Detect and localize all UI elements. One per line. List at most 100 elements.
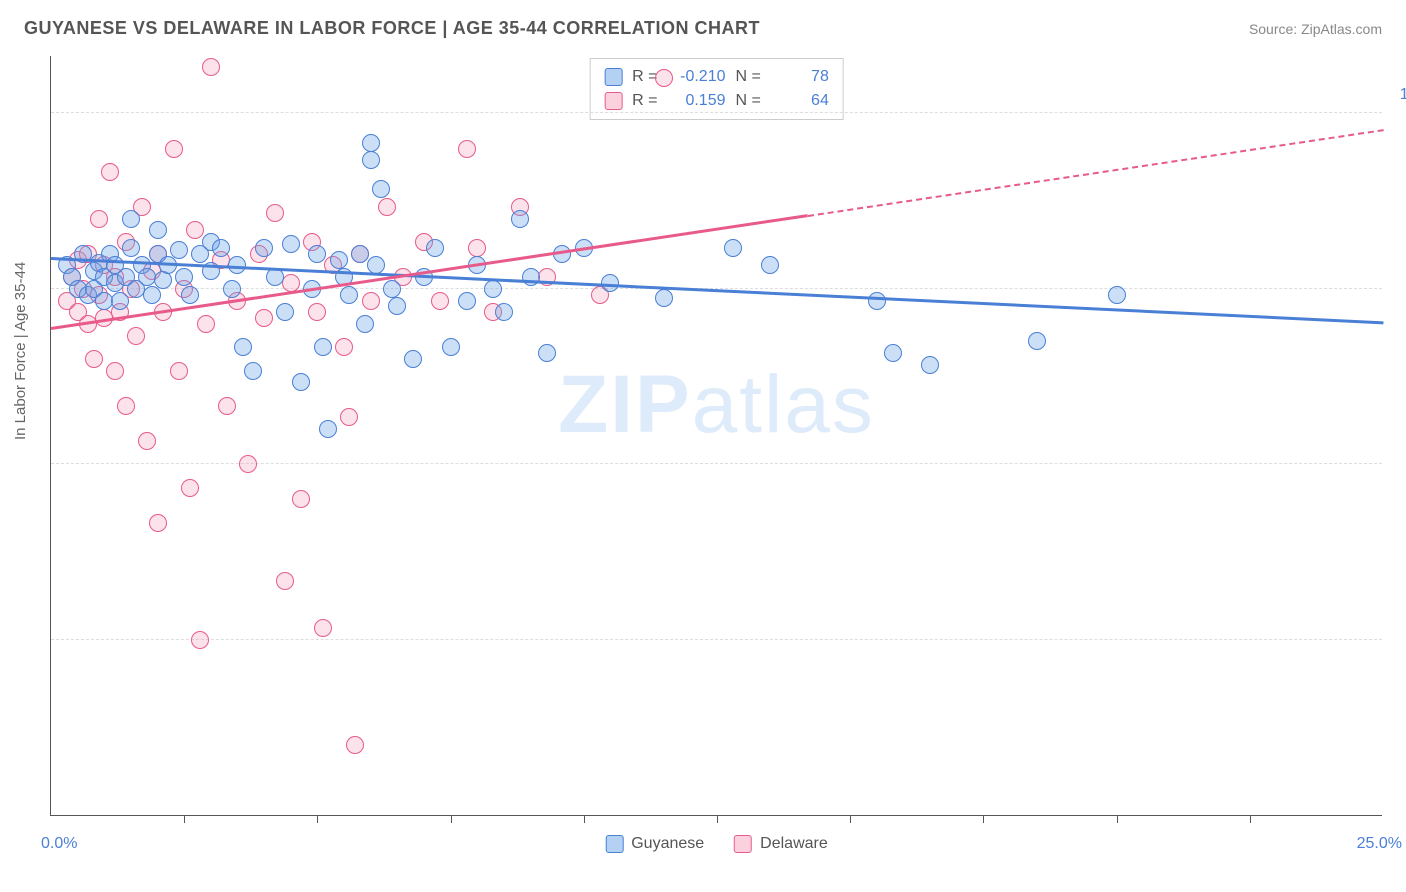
data-point-delaware — [85, 350, 103, 368]
data-point-delaware — [181, 479, 199, 497]
data-point-guyanese — [234, 338, 252, 356]
x-tick — [983, 815, 984, 823]
data-point-delaware — [266, 204, 284, 222]
data-point-guyanese — [122, 210, 140, 228]
watermark: ZIPatlas — [558, 358, 875, 452]
x-axis-max-label: 25.0% — [1357, 835, 1402, 853]
data-point-guyanese — [1108, 286, 1126, 304]
data-point-delaware — [362, 292, 380, 310]
data-point-delaware — [138, 432, 156, 450]
data-point-delaware — [239, 455, 257, 473]
data-point-guyanese — [170, 241, 188, 259]
data-point-delaware — [149, 514, 167, 532]
data-point-delaware — [468, 239, 486, 257]
data-point-delaware — [458, 140, 476, 158]
data-point-guyanese — [276, 303, 294, 321]
data-point-delaware — [117, 397, 135, 415]
chart-plot-area: ZIPatlas R = -0.210 N = 78 R = 0.159 N =… — [50, 56, 1382, 816]
data-point-guyanese — [484, 280, 502, 298]
data-point-guyanese — [319, 420, 337, 438]
swatch-pink-icon — [734, 835, 752, 853]
data-point-guyanese — [111, 292, 129, 310]
data-point-guyanese — [884, 344, 902, 362]
data-point-guyanese — [511, 210, 529, 228]
x-tick — [451, 815, 452, 823]
data-point-guyanese — [383, 280, 401, 298]
data-point-guyanese — [149, 221, 167, 239]
data-point-guyanese — [458, 292, 476, 310]
x-tick — [184, 815, 185, 823]
data-point-delaware — [101, 163, 119, 181]
data-point-guyanese — [388, 297, 406, 315]
data-point-guyanese — [223, 280, 241, 298]
data-point-delaware — [191, 631, 209, 649]
data-point-guyanese — [292, 373, 310, 391]
x-tick — [717, 815, 718, 823]
data-point-guyanese — [538, 344, 556, 362]
series-legend: Guyanese Delaware — [605, 835, 828, 853]
data-point-delaware — [165, 140, 183, 158]
x-tick — [850, 815, 851, 823]
data-point-delaware — [340, 408, 358, 426]
chart-title: GUYANESE VS DELAWARE IN LABOR FORCE | AG… — [24, 18, 760, 39]
data-point-delaware — [127, 327, 145, 345]
data-point-delaware — [378, 198, 396, 216]
data-point-guyanese — [426, 239, 444, 257]
x-tick — [584, 815, 585, 823]
legend-row-delaware: R = 0.159 N = 64 — [604, 89, 829, 113]
trendline — [807, 129, 1383, 217]
data-point-delaware — [276, 572, 294, 590]
data-point-guyanese — [212, 239, 230, 257]
data-point-guyanese — [175, 268, 193, 286]
data-point-guyanese — [282, 235, 300, 253]
data-point-guyanese — [362, 134, 380, 152]
legend-item-guyanese: Guyanese — [605, 835, 704, 853]
gridline — [51, 639, 1382, 640]
data-point-guyanese — [351, 245, 369, 263]
data-point-guyanese — [143, 286, 161, 304]
data-point-delaware — [308, 303, 326, 321]
data-point-guyanese — [362, 151, 380, 169]
data-point-guyanese — [868, 292, 886, 310]
swatch-blue-icon — [605, 835, 623, 853]
data-point-guyanese — [340, 286, 358, 304]
legend-item-delaware: Delaware — [734, 835, 828, 853]
data-point-delaware — [314, 619, 332, 637]
data-point-delaware — [197, 315, 215, 333]
y-tick-label: 100.0% — [1400, 86, 1406, 104]
data-point-guyanese — [122, 239, 140, 257]
data-point-guyanese — [495, 303, 513, 321]
legend-row-guyanese: R = -0.210 N = 78 — [604, 65, 829, 89]
swatch-pink-icon — [604, 92, 622, 110]
data-point-delaware — [655, 69, 673, 87]
swatch-blue-icon — [604, 68, 622, 86]
data-point-delaware — [106, 362, 124, 380]
data-point-guyanese — [314, 338, 332, 356]
trendline — [51, 257, 1383, 324]
data-point-delaware — [431, 292, 449, 310]
data-point-guyanese — [372, 180, 390, 198]
x-tick — [1250, 815, 1251, 823]
data-point-delaware — [335, 338, 353, 356]
data-point-guyanese — [921, 356, 939, 374]
data-point-guyanese — [724, 239, 742, 257]
x-tick — [1117, 815, 1118, 823]
data-point-delaware — [255, 309, 273, 327]
data-point-guyanese — [404, 350, 422, 368]
data-point-delaware — [170, 362, 188, 380]
data-point-delaware — [346, 736, 364, 754]
y-axis-label: In Labor Force | Age 35-44 — [12, 262, 29, 440]
data-point-guyanese — [330, 251, 348, 269]
data-point-guyanese — [1028, 332, 1046, 350]
data-point-guyanese — [761, 256, 779, 274]
data-point-guyanese — [308, 245, 326, 263]
data-point-guyanese — [655, 289, 673, 307]
data-point-delaware — [292, 490, 310, 508]
data-point-guyanese — [356, 315, 374, 333]
data-point-guyanese — [181, 286, 199, 304]
data-point-guyanese — [255, 239, 273, 257]
data-point-delaware — [90, 210, 108, 228]
gridline — [51, 112, 1382, 113]
data-point-delaware — [218, 397, 236, 415]
x-tick — [317, 815, 318, 823]
